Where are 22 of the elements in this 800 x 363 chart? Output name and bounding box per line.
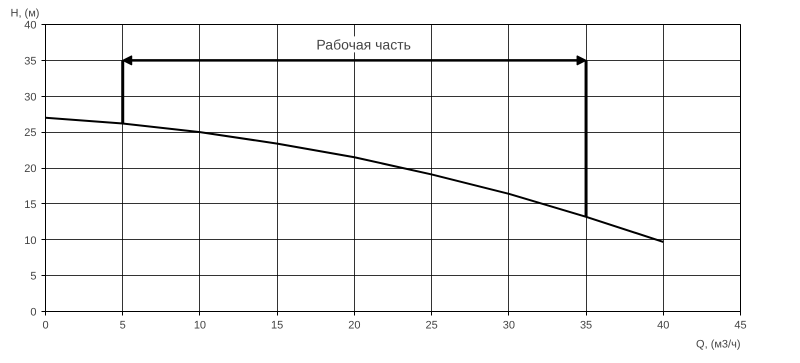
y-tick-label: 30: [24, 91, 37, 104]
y-tick-label: 0: [30, 306, 37, 318]
x-tick-label: 0: [42, 320, 49, 332]
x-tick-label: 40: [657, 320, 670, 332]
y-tick-label: 10: [24, 234, 37, 247]
x-tick-label: 45: [734, 320, 747, 332]
annotation: Рабочая часть: [316, 36, 411, 52]
x-tick-label: 5: [120, 320, 126, 332]
x-tick-label: 10: [194, 320, 206, 332]
x-tick-label: 25: [425, 320, 438, 332]
y-tick-label: 40: [24, 20, 37, 32]
y-tick-label: 20: [24, 163, 37, 175]
y-tick-label: 25: [24, 127, 37, 140]
x-tick-label: 15: [271, 320, 284, 332]
y-tick-label: 35: [24, 55, 37, 68]
x-tick-label: 35: [580, 320, 592, 332]
y-axis-title: H, (м): [10, 8, 40, 20]
y-tick-label: 15: [24, 198, 37, 211]
y-tick-label: 5: [30, 270, 37, 283]
x-tick-label: 30: [502, 320, 515, 332]
x-axis-title: Q, (м3/ч): [696, 338, 741, 350]
x-tick-label: 20: [348, 320, 361, 332]
